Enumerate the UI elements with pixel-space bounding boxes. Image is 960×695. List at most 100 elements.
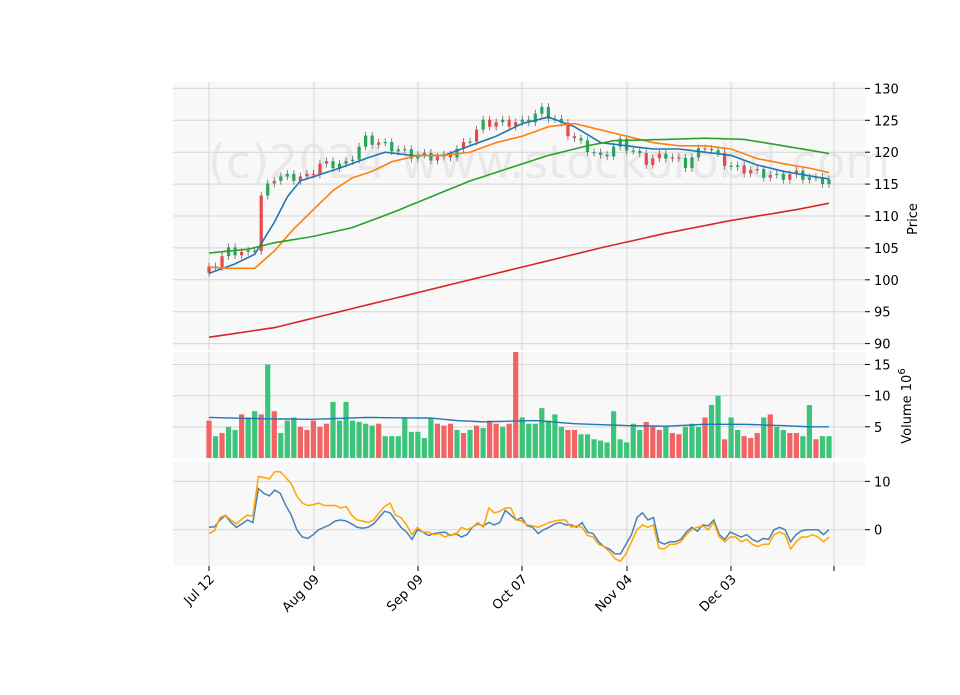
watermark: (c)2024 www.stockorobd.com (208, 135, 890, 189)
volume-bar (245, 417, 251, 458)
volume-bar (702, 417, 708, 458)
volume-bar (748, 438, 754, 458)
volume-bar (787, 433, 793, 458)
candle-body (494, 122, 498, 127)
candle-body (794, 170, 798, 175)
candle-body (396, 149, 400, 152)
candle-body (807, 177, 812, 180)
price-tick-label: 100 (874, 274, 899, 289)
x-tick-label: Oct 07 (490, 572, 531, 613)
candle-body (670, 157, 674, 159)
candle-body (729, 165, 733, 167)
volume-bar (310, 420, 317, 458)
volume-bar (715, 395, 721, 458)
volume-bar (447, 423, 454, 458)
volume-bar (611, 411, 617, 458)
oscillator-tick-label: 0 (874, 524, 882, 539)
candle-body (612, 146, 616, 157)
volume-bar (317, 426, 323, 458)
candle-body (546, 106, 550, 119)
volume-bar (584, 434, 591, 458)
volume-bar (402, 417, 408, 458)
candle-body (664, 153, 668, 159)
volume-bar (735, 429, 741, 458)
volume-bar (708, 405, 715, 458)
candle-body (781, 173, 785, 180)
candle-body (390, 141, 394, 152)
oscillator-layer (208, 470, 830, 563)
volume-bar (336, 420, 343, 458)
candle-body (350, 159, 355, 162)
candle-body (285, 173, 289, 177)
candle-body (383, 141, 387, 144)
volume-bar (571, 429, 578, 458)
candle-body (775, 173, 779, 176)
price-tick-label: 125 (874, 114, 899, 129)
price-layer (207, 103, 831, 338)
candle-body (305, 173, 309, 177)
candle-body (533, 113, 537, 123)
candle-body (592, 152, 596, 154)
volume-bar (428, 417, 434, 458)
volume-bar (526, 423, 532, 458)
volume-bar (767, 414, 773, 458)
volume-label-text: Volume 10 (900, 375, 915, 444)
volume-bar (780, 429, 786, 458)
volume-bar (558, 426, 565, 458)
volume-bar (441, 425, 447, 458)
volume-bar (434, 423, 441, 458)
volume-bar (676, 434, 682, 458)
volume-bar (793, 433, 799, 458)
volume-bar (539, 408, 545, 458)
candle-body (233, 247, 237, 256)
candle-body (272, 180, 276, 184)
volume-bar (304, 429, 310, 458)
volume-layer (206, 352, 832, 458)
candle-body (788, 174, 792, 180)
candle-body (207, 266, 211, 273)
volume-bar (467, 429, 473, 458)
volume-bar (415, 431, 421, 458)
volume-bar (669, 433, 675, 458)
volume-bar (519, 417, 525, 458)
volume-label-exponent: 6 (897, 368, 908, 374)
candle-body (820, 177, 825, 185)
candle-body (703, 148, 707, 150)
volume-bar (460, 433, 467, 458)
candle-body (768, 174, 772, 178)
candle-body (540, 106, 544, 114)
candle-body (559, 119, 564, 123)
volume-bar (721, 439, 728, 458)
candle-body (501, 119, 505, 123)
volume-bar (532, 423, 538, 458)
volume-axis-label: Volume 106 (897, 368, 915, 443)
volume-bar (689, 423, 695, 458)
candle-body (416, 154, 420, 159)
candle-body (605, 154, 609, 157)
volume-bar (806, 405, 813, 458)
candle-body (324, 161, 329, 164)
candle-body (644, 153, 648, 165)
candle-body (598, 152, 603, 155)
candle-body (507, 119, 511, 127)
volume-bar (624, 442, 630, 458)
volume-bar (356, 421, 362, 458)
volume-bar (343, 401, 349, 458)
candle-body (683, 157, 688, 169)
volume-bar (500, 426, 506, 458)
volume-bar (650, 426, 656, 458)
candle-body (527, 119, 531, 123)
volume-bar (637, 429, 643, 458)
volume-bar (323, 423, 330, 458)
candle-body (422, 152, 426, 155)
volume-bar (454, 429, 460, 458)
candle-body (651, 158, 655, 165)
volume-bar (663, 426, 669, 458)
volume-bar (206, 420, 212, 458)
candle-body (474, 129, 479, 142)
price-tick-label: 105 (874, 242, 899, 257)
oscillator-tick-label: 10 (874, 475, 891, 490)
candle-body (631, 150, 635, 152)
candle-body (566, 122, 570, 137)
